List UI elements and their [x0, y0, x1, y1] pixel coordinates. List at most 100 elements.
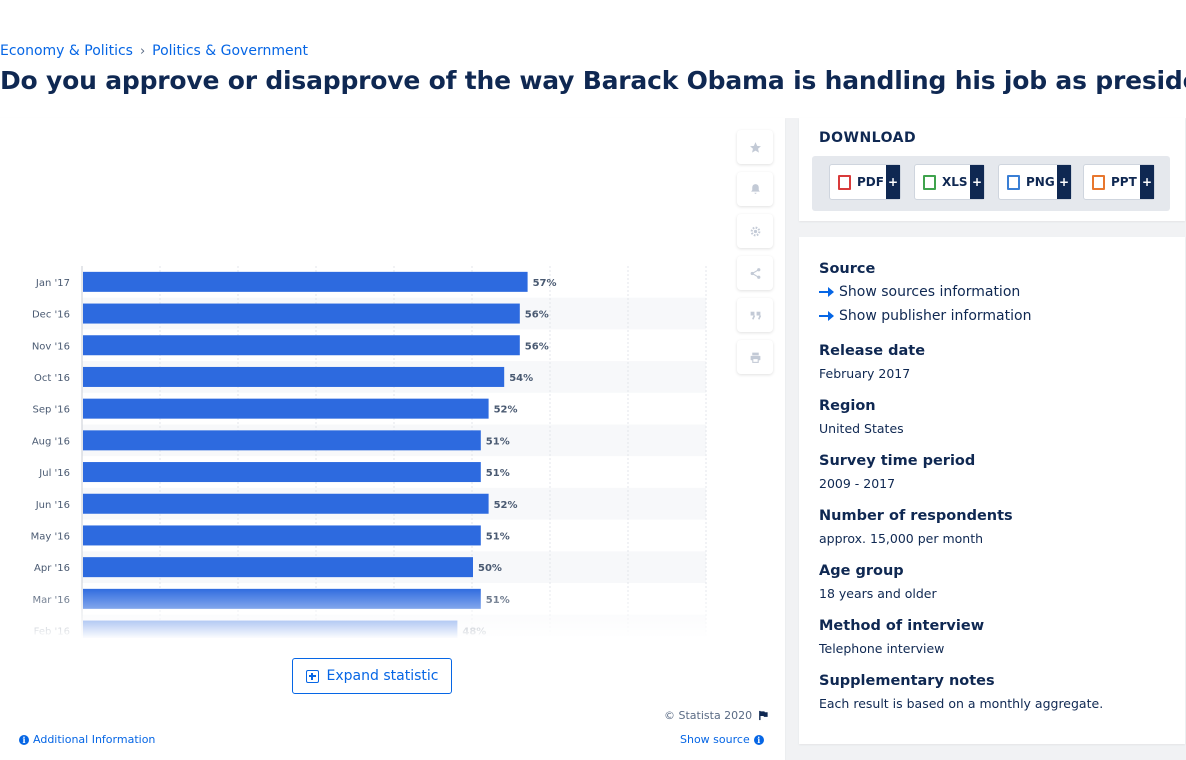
show-sources-label: Show sources information [839, 284, 1021, 300]
show-sources-link[interactable]: Show sources information [819, 284, 1020, 300]
data-label: 56% [525, 341, 549, 352]
respondents-label: Number of respondents [819, 508, 1013, 524]
bell-icon[interactable] [737, 172, 773, 206]
release-date-value: February 2017 [819, 366, 911, 381]
download-pdf-label: PDF [857, 175, 884, 189]
region-value: United States [819, 421, 904, 436]
download-xls-plus[interactable]: + [970, 165, 984, 199]
region-label: Region [819, 398, 876, 414]
xls-file-icon [923, 174, 936, 190]
additional-information-link[interactable]: i Additional Information [19, 733, 155, 746]
ppt-file-icon [1092, 174, 1105, 190]
tick-label: Nov '16 [32, 341, 70, 352]
show-source-label: Show source [680, 733, 750, 746]
top-bar [0, 0, 1186, 118]
bar [83, 588, 481, 609]
download-png-plus[interactable]: + [1057, 165, 1071, 199]
arrow-right-icon [819, 311, 834, 321]
chart-card: Jan '17 57% Dec '16 56% Nov '16 56% Oct '16 54%… [0, 118, 785, 760]
download-pdf-plus[interactable]: + [886, 165, 900, 199]
data-label: 48% [462, 627, 486, 638]
additional-information-label: Additional Information [33, 733, 156, 746]
data-label: 52% [494, 405, 518, 416]
supplementary-notes-value: Each result is based on a monthly aggreg… [819, 696, 1104, 711]
show-publisher-link[interactable]: Show publisher information [819, 308, 1031, 324]
download-xls-button[interactable]: XLS + [914, 164, 985, 200]
bar [83, 430, 481, 451]
print-icon[interactable] [737, 340, 773, 374]
bar [83, 303, 520, 324]
tick-label: May '16 [31, 531, 70, 542]
tick-label: Jun '16 [35, 500, 70, 511]
data-label: 51% [486, 531, 510, 542]
bar [83, 493, 489, 514]
expand-statistic-button[interactable]: Expand statistic [292, 658, 452, 694]
bar-chart: Jan '17 57% Dec '16 56% Nov '16 56% Oct '16 54%… [31, 266, 707, 638]
source-label: Source [819, 261, 876, 277]
survey-period-label: Survey time period [819, 453, 976, 469]
star-icon[interactable] [737, 130, 773, 164]
download-png-button[interactable]: PNG + [998, 164, 1072, 200]
breadcrumb: Economy & Politics › Politics & Governme… [0, 43, 308, 59]
survey-period-value: 2009 - 2017 [819, 476, 896, 491]
copyright-text: © Statista 2020 [664, 709, 753, 722]
info-icon: i [19, 734, 29, 745]
pdf-file-icon [838, 174, 851, 190]
download-ppt-plus[interactable]: + [1140, 165, 1154, 199]
bar [83, 398, 489, 419]
download-ppt-button[interactable]: PPT + [1083, 164, 1155, 200]
data-label: 51% [486, 595, 510, 606]
download-bar: PDF + XLS + PNG + PPT + [812, 156, 1170, 211]
breadcrumb-politics-government[interactable]: Politics & Government [152, 43, 308, 59]
age-group-label: Age group [819, 563, 904, 579]
tick-label: Jan '17 [35, 278, 70, 289]
breadcrumb-separator: › [139, 43, 146, 59]
data-label: 51% [486, 468, 510, 479]
copyright: © Statista 2020 [664, 709, 769, 722]
bar [83, 620, 458, 638]
arrow-right-icon [819, 287, 834, 297]
download-xls-label: XLS [942, 175, 968, 189]
download-card: DOWNLOAD PDF + XLS + PNG + PPT + [799, 118, 1185, 221]
bar [83, 271, 528, 292]
release-date-label: Release date [819, 343, 926, 359]
quote-icon[interactable] [737, 298, 773, 332]
plus-square-icon [305, 669, 319, 683]
breadcrumb-economy-politics[interactable]: Economy & Politics [0, 43, 133, 59]
show-publisher-label: Show publisher information [839, 308, 1032, 324]
data-label: 56% [525, 310, 549, 321]
data-label: 54% [509, 373, 533, 384]
png-file-icon [1007, 174, 1020, 190]
data-label: 51% [486, 436, 510, 447]
tick-label: Oct '16 [34, 373, 70, 384]
page-title: Do you approve or disapprove of the way … [0, 66, 1186, 95]
chart-tools [737, 130, 773, 382]
interview-method-value: Telephone interview [819, 641, 945, 656]
bar [83, 366, 505, 387]
gear-icon[interactable] [737, 214, 773, 248]
tick-label: Aug '16 [32, 436, 70, 447]
bar [83, 335, 520, 356]
tick-label: Dec '16 [32, 310, 70, 321]
bar [83, 462, 481, 483]
info-icon: i [753, 734, 764, 745]
age-group-value: 18 years and older [819, 586, 937, 601]
share-icon[interactable] [737, 256, 773, 290]
download-title: DOWNLOAD [819, 130, 917, 146]
flag-icon[interactable] [758, 710, 769, 721]
interview-method-label: Method of interview [819, 618, 985, 634]
tick-label: Apr '16 [34, 563, 70, 574]
download-png-label: PNG [1026, 175, 1055, 189]
tick-label: Mar '16 [32, 595, 70, 606]
chart-area: Jan '17 57% Dec '16 56% Nov '16 56% Oct '16 54%… [0, 118, 720, 638]
supplementary-notes-label: Supplementary notes [819, 673, 995, 689]
data-label: 50% [478, 563, 502, 574]
show-source-link[interactable]: Show source i [680, 733, 764, 746]
download-ppt-label: PPT [1111, 175, 1137, 189]
tick-label: Sep '16 [33, 405, 71, 416]
bar [83, 525, 481, 546]
bar [83, 557, 473, 578]
tick-label: Jul '16 [38, 468, 70, 479]
statistic-info-card: Source Show sources information Show pub… [799, 237, 1185, 744]
download-pdf-button[interactable]: PDF + [829, 164, 901, 200]
